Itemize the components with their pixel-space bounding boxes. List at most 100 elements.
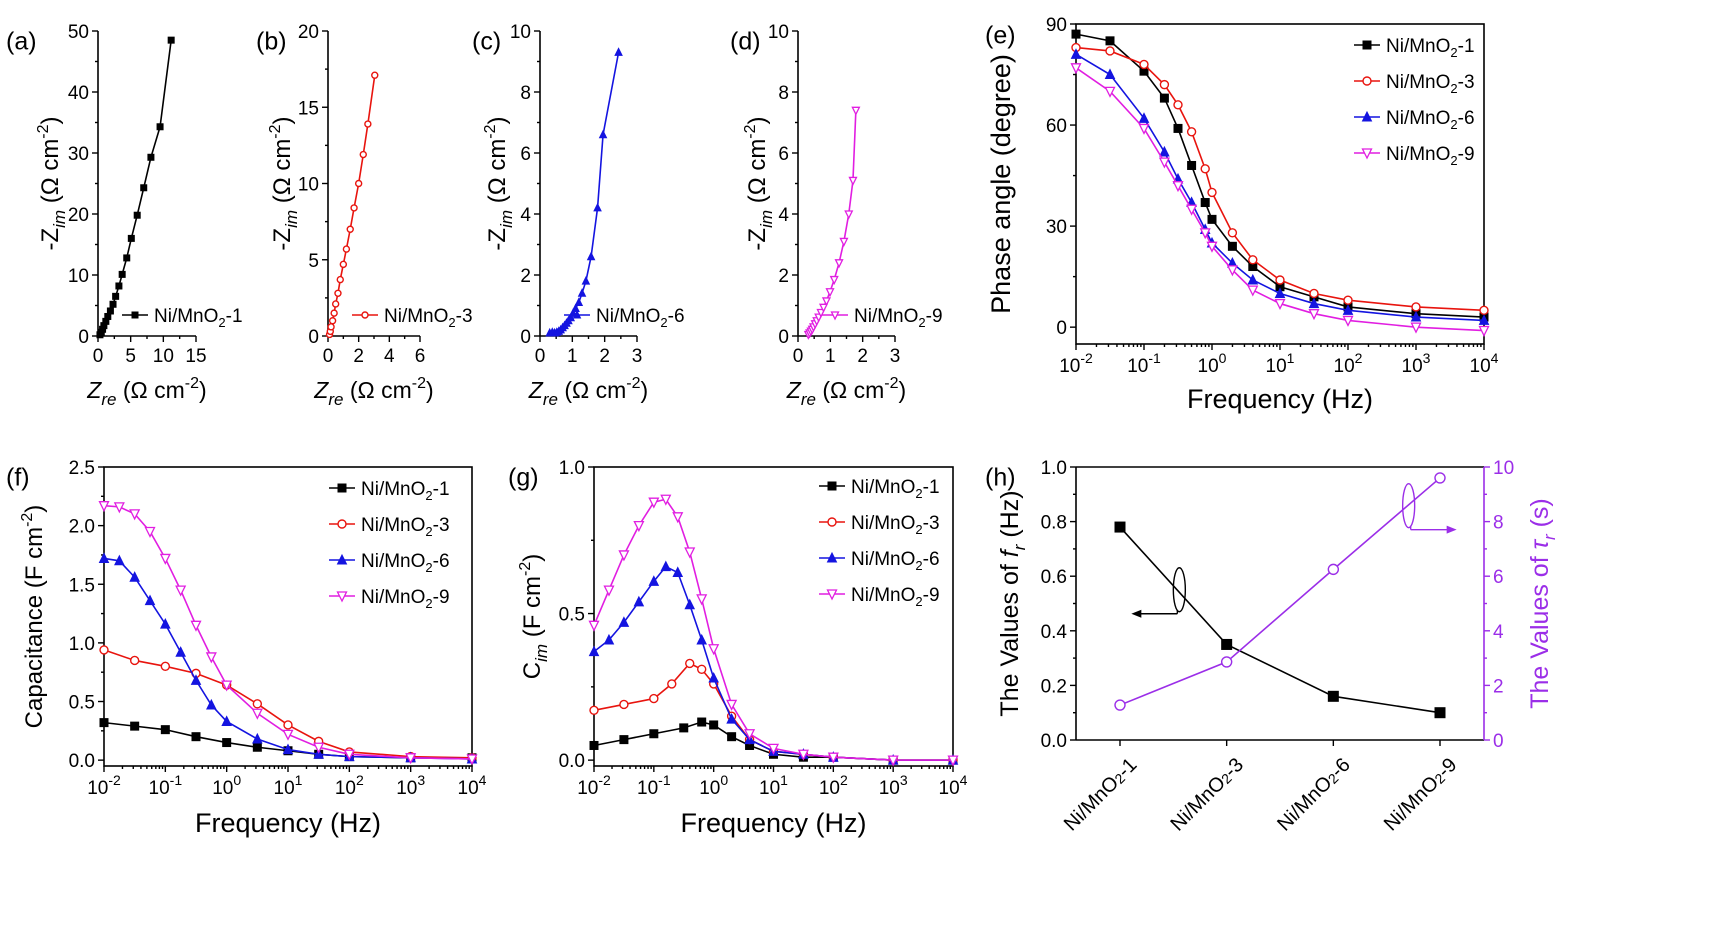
- data-point: [1138, 112, 1150, 123]
- legend-entry: Ni/MnO2-1: [851, 477, 940, 501]
- x-tick-label: 101: [1266, 350, 1295, 377]
- y-tick-label: 5: [308, 251, 319, 272]
- category-label: Ni/MnO2-3: [1166, 754, 1248, 836]
- data-point: [1247, 285, 1259, 297]
- data-point: [115, 282, 123, 290]
- y2-tick-label: 4: [1493, 622, 1504, 643]
- data-point: [618, 550, 630, 562]
- data-point: [282, 729, 294, 741]
- y-tick-label: 0.4: [1041, 622, 1068, 643]
- legend-entry: Ni/MnO2-9: [854, 306, 943, 330]
- y-tick-label: 0.8: [1041, 513, 1067, 534]
- category-label: Ni/MnO2-9: [1380, 754, 1462, 836]
- legend-marker: [337, 519, 347, 529]
- data-point: [313, 748, 324, 759]
- data-point: [147, 153, 155, 161]
- x-axis-title: Zre (Ω cm-2): [528, 375, 648, 409]
- x-tick-label: 103: [879, 772, 908, 799]
- data-point: [767, 743, 780, 755]
- data-point: [697, 717, 707, 727]
- legend-entry: Ni/MnO2-6: [1386, 108, 1475, 132]
- data-point: [577, 288, 587, 297]
- panel-label-a: (a): [6, 28, 37, 56]
- data-point: [709, 720, 719, 730]
- data-point: [1226, 265, 1238, 277]
- data-point: [1104, 68, 1116, 80]
- legend-entry: Ni/MnO2-6: [596, 306, 685, 330]
- y-tick-label: 10: [298, 175, 319, 196]
- data-point: [1114, 521, 1126, 533]
- data-point: [1478, 325, 1490, 337]
- data-point: [252, 732, 263, 744]
- y-tick-label: 10: [68, 266, 89, 287]
- panel-label-d: (d): [730, 28, 761, 56]
- data-point: [684, 547, 696, 559]
- data-point: [834, 259, 844, 269]
- legend-entry: Ni/MnO2-1: [361, 479, 450, 503]
- data-point: [679, 723, 689, 733]
- data-point: [727, 732, 737, 742]
- legend-marker: [361, 311, 369, 319]
- y-tick-label: 0: [520, 327, 531, 348]
- data-point: [1186, 204, 1198, 216]
- x-tick-label: 104: [458, 772, 487, 799]
- x-tick-label: 15: [185, 346, 206, 367]
- y-tick-label: 4: [778, 205, 789, 226]
- x-tick-label: 102: [819, 772, 848, 799]
- data-point: [336, 275, 344, 284]
- legend-marker: [1361, 148, 1373, 160]
- data-point: [649, 693, 659, 704]
- x-tick-label: 2: [857, 346, 868, 367]
- legend-marker: [336, 591, 348, 603]
- data-point: [354, 179, 363, 188]
- data-point: [667, 679, 677, 689]
- y-axis-title: Capacitance (F cm-2): [19, 505, 48, 729]
- arrowhead-right: [1446, 525, 1457, 534]
- legend-marker: [826, 589, 838, 601]
- data-point: [133, 211, 141, 219]
- y-tick-label: 0.0: [559, 751, 585, 772]
- data-point: [1114, 699, 1126, 711]
- x-tick-label: 100: [699, 772, 728, 799]
- data-point: [371, 71, 379, 79]
- data-point: [1199, 228, 1211, 240]
- y-tick-label: 4: [520, 205, 531, 226]
- y-tick-label: 8: [520, 83, 531, 104]
- data-point: [160, 661, 171, 672]
- data-point: [588, 620, 600, 632]
- data-point: [588, 645, 600, 657]
- legend-entry: Ni/MnO2-1: [1386, 36, 1475, 60]
- panel-label-g: (g): [508, 464, 539, 492]
- arrowhead-left: [1131, 609, 1142, 618]
- data-point: [744, 729, 756, 741]
- panel-label-c: (c): [472, 28, 501, 56]
- x-tick-label: 0: [93, 346, 104, 367]
- y-tick-label: 50: [68, 22, 89, 43]
- panel-e: (e) 10-2 10-1 100 101 102 103 104 0 30 60 90 Frequen…: [985, 15, 1499, 414]
- y-tick-label: 0: [778, 327, 789, 348]
- data-point: [350, 204, 358, 212]
- annotation-ellipse-left: [1172, 567, 1187, 613]
- y-axis-title: -Zim (Ω cm-2): [267, 116, 301, 250]
- x-tick-label: 103: [1402, 350, 1431, 377]
- data-point: [1274, 298, 1286, 311]
- data-point: [175, 585, 187, 597]
- x-tick-label: 102: [1334, 350, 1363, 377]
- data-point: [1247, 273, 1259, 285]
- series-line-4: [593, 498, 953, 761]
- x-tick-label: 10-1: [637, 772, 671, 799]
- data-point: [252, 699, 263, 709]
- legend-marker: [131, 311, 139, 319]
- data-point: [123, 254, 131, 262]
- data-point: [109, 300, 117, 308]
- data-point: [708, 644, 720, 656]
- data-point: [1207, 214, 1217, 224]
- data-point: [1227, 241, 1237, 251]
- data-point: [221, 680, 233, 692]
- y-axis-title: -Zim (Ω cm-2): [742, 116, 776, 250]
- series-line-1: [99, 40, 172, 336]
- data-point: [685, 658, 695, 669]
- y2-tick-label: 6: [1493, 567, 1504, 588]
